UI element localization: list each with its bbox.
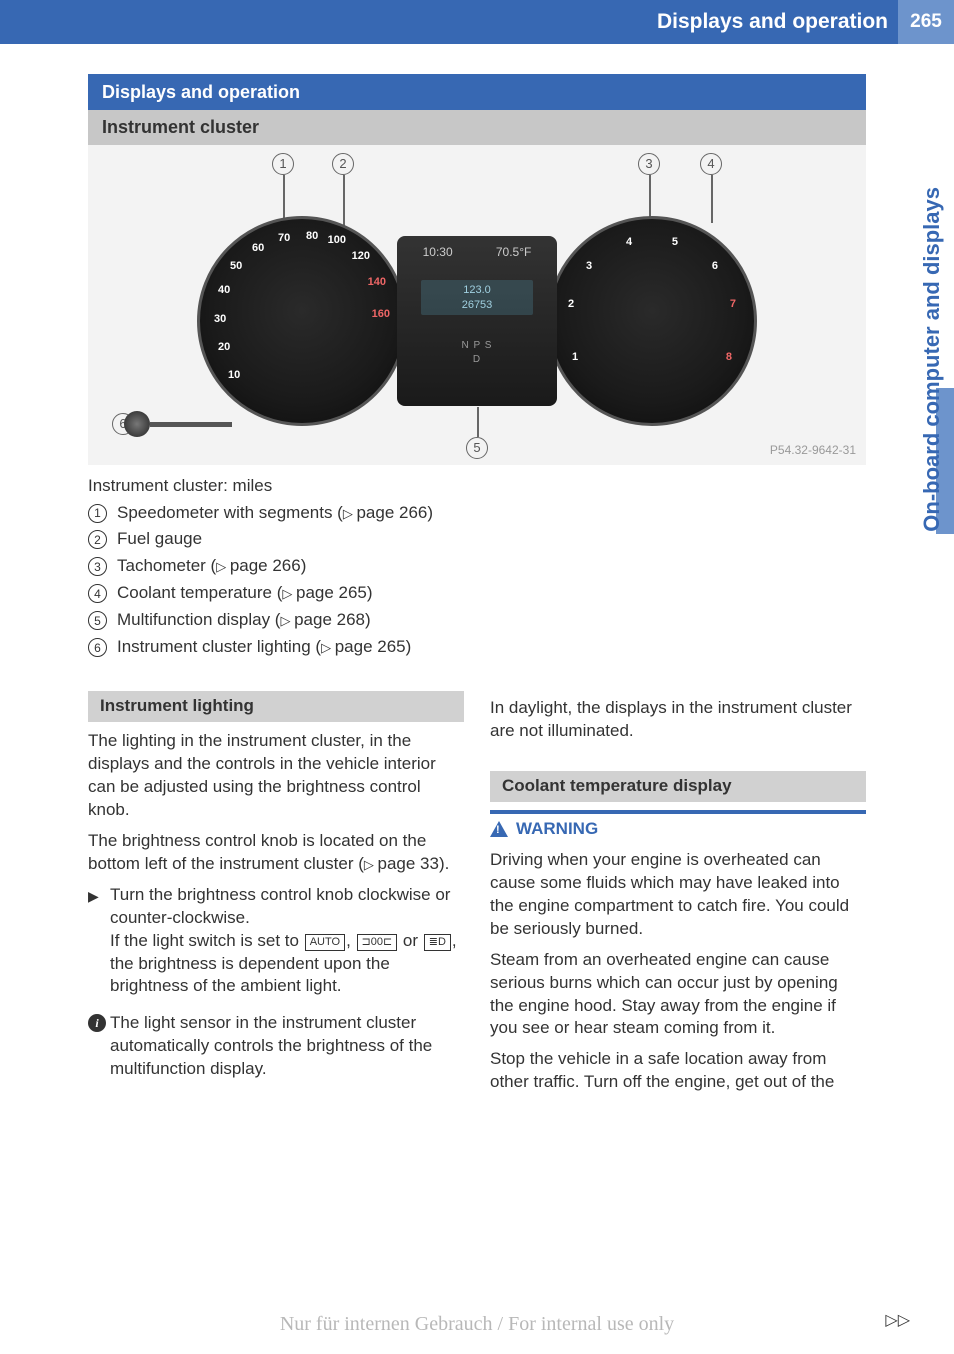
page-content: Displays and operation Instrument cluste… bbox=[0, 44, 954, 1102]
tach-tick: 7 bbox=[730, 297, 736, 312]
info-icon: i bbox=[88, 1014, 106, 1032]
side-tab-label: On-board computer and displays bbox=[917, 187, 947, 532]
display-odo: 26753 bbox=[424, 298, 530, 313]
legend-item: 1 Speedometer with segments (▷ page 266) bbox=[88, 502, 866, 525]
brightness-knob-stem bbox=[150, 422, 232, 427]
instrument-cluster-figure: 1 2 3 4 5 6 10 20 30 40 50 60 70 80 100 … bbox=[88, 145, 866, 465]
legend-num: 6 bbox=[88, 638, 107, 657]
speedo-tick: 80 bbox=[306, 229, 318, 244]
gear-row: N P S bbox=[401, 339, 553, 353]
parking-lights-icon: ⊐00⊏ bbox=[357, 934, 398, 951]
callout-3: 3 bbox=[638, 153, 660, 175]
display-time: 10:30 bbox=[423, 244, 453, 260]
display-odo-box: 123.0 26753 bbox=[421, 280, 533, 316]
brightness-knob bbox=[124, 411, 150, 437]
subsection-heading: Coolant temperature display bbox=[490, 771, 866, 802]
speedo-tick: 40 bbox=[218, 283, 230, 298]
paragraph: In daylight, the displays in the instrum… bbox=[490, 697, 866, 743]
legend-text: Tachometer (▷ page 266) bbox=[117, 555, 306, 578]
warning-triangle-icon bbox=[490, 821, 508, 837]
tach-tick: 6 bbox=[712, 259, 718, 274]
info-note: i The light sensor in the instrument clu… bbox=[88, 1012, 464, 1081]
speedo-tick: 10 bbox=[228, 368, 240, 383]
speedo-tick: 160 bbox=[372, 307, 390, 322]
warning-label: WARNING bbox=[516, 818, 598, 841]
subsection-heading: Instrument lighting bbox=[88, 691, 464, 722]
legend-num: 5 bbox=[88, 611, 107, 630]
instruction-text: Turn the brightness control knob clockwi… bbox=[110, 884, 464, 999]
tach-tick: 3 bbox=[586, 259, 592, 274]
display-temp: 70.5°F bbox=[496, 244, 531, 260]
auto-icon: AUTO bbox=[305, 934, 345, 951]
warning-paragraph: Driving when your engine is overheated c… bbox=[490, 849, 866, 941]
legend-item: 2 Fuel gauge bbox=[88, 528, 866, 551]
low-beam-icon: ≣D bbox=[424, 934, 451, 951]
tach-tick: 5 bbox=[672, 235, 678, 250]
continue-icon: ▷▷ bbox=[885, 1310, 910, 1332]
legend-num: 4 bbox=[88, 584, 107, 603]
speedo-tick: 50 bbox=[230, 259, 242, 274]
tach-tick: 2 bbox=[568, 297, 574, 312]
warning-header: WARNING bbox=[490, 818, 866, 841]
callout-4: 4 bbox=[700, 153, 722, 175]
tachometer-gauge: 1 2 3 4 5 6 7 8 bbox=[547, 216, 757, 426]
bullet-triangle-icon: ▶ bbox=[88, 884, 110, 999]
two-column-layout: Instrument lighting The lighting in the … bbox=[88, 679, 866, 1102]
figure-caption: Instrument cluster: miles bbox=[88, 475, 866, 498]
display-gear: N P S D bbox=[401, 339, 553, 366]
page-header: Displays and operation 265 bbox=[0, 0, 954, 44]
tach-tick: 4 bbox=[626, 235, 632, 250]
legend-text: Coolant temperature (▷ page 265) bbox=[117, 582, 373, 605]
warning-paragraph: Stop the vehicle in a safe location away… bbox=[490, 1048, 866, 1094]
speedometer-gauge: 10 20 30 40 50 60 70 80 100 120 140 160 bbox=[197, 216, 407, 426]
instruction-item: ▶ Turn the brightness control knob clock… bbox=[88, 884, 464, 999]
speedo-tick: 140 bbox=[368, 275, 386, 290]
speedo-tick: 120 bbox=[352, 249, 370, 264]
header-title: Displays and operation bbox=[657, 8, 898, 36]
tach-tick: 1 bbox=[572, 350, 578, 365]
gear-row: D bbox=[401, 353, 553, 367]
legend-list: 1Speedometer with segments (▷ page 266) … bbox=[88, 502, 866, 660]
callout-5: 5 bbox=[466, 437, 488, 459]
legend-text: Fuel gauge bbox=[117, 528, 202, 551]
legend-num: 3 bbox=[88, 557, 107, 576]
legend-item: 5 Multifunction display (▷ page 268) bbox=[88, 609, 866, 632]
gauge-cluster: 10 20 30 40 50 60 70 80 100 120 140 160 … bbox=[197, 206, 757, 436]
left-column: Instrument lighting The lighting in the … bbox=[88, 679, 464, 1102]
legend-item: 3 Tachometer (▷ page 266) bbox=[88, 555, 866, 578]
speedo-tick: 60 bbox=[252, 241, 264, 256]
warning-paragraph: Steam from an overheated engine can caus… bbox=[490, 949, 866, 1041]
side-tab: On-board computer and displays bbox=[910, 72, 954, 532]
section-heading-main: Displays and operation bbox=[88, 74, 866, 110]
display-trip: 123.0 bbox=[424, 283, 530, 298]
legend-text: Instrument cluster lighting (▷ page 265) bbox=[117, 636, 411, 659]
legend-num: 2 bbox=[88, 530, 107, 549]
page-number: 265 bbox=[898, 0, 954, 44]
speedo-tick: 30 bbox=[214, 312, 226, 327]
legend-text: Speedometer with segments (▷ page 266) bbox=[117, 502, 433, 525]
legend-text: Multifunction display (▷ page 268) bbox=[117, 609, 371, 632]
warning-block: WARNING Driving when your engine is over… bbox=[490, 810, 866, 1094]
tach-tick: 8 bbox=[726, 350, 732, 365]
speedo-tick: 70 bbox=[278, 231, 290, 246]
display-top-row: 10:30 70.5°F bbox=[401, 244, 553, 260]
info-icon-wrap: i bbox=[88, 1012, 110, 1081]
multifunction-display: 10:30 70.5°F 123.0 26753 N P S D bbox=[397, 236, 557, 406]
paragraph: The brightness control knob is located o… bbox=[88, 830, 464, 876]
figure-reference: P54.32-9642-31 bbox=[770, 442, 856, 458]
info-text: The light sensor in the instrument clust… bbox=[110, 1012, 464, 1081]
speedo-tick: 100 bbox=[328, 233, 346, 248]
section-heading-sub: Instrument cluster bbox=[88, 110, 866, 144]
legend-num: 1 bbox=[88, 504, 107, 523]
callout-1: 1 bbox=[272, 153, 294, 175]
speedo-tick: 20 bbox=[218, 340, 230, 355]
callout-2: 2 bbox=[332, 153, 354, 175]
legend-item: 4 Coolant temperature (▷ page 265) bbox=[88, 582, 866, 605]
legend-item: 6 Instrument cluster lighting (▷ page 265… bbox=[88, 636, 866, 659]
watermark-footer: Nur für internen Gebrauch / For internal… bbox=[0, 1311, 954, 1338]
paragraph: The lighting in the instrument cluster, … bbox=[88, 730, 464, 822]
right-column: In daylight, the displays in the instrum… bbox=[490, 679, 866, 1102]
